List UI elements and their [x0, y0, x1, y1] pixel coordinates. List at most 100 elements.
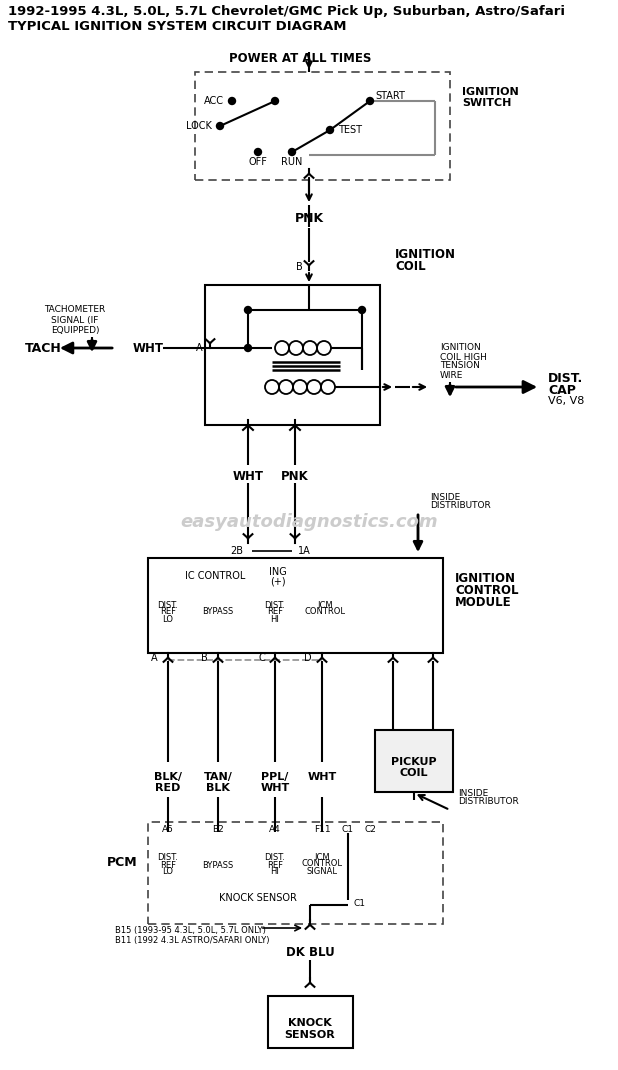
- Bar: [205, 285, 380, 425]
- Text: REF: REF: [160, 860, 176, 870]
- Circle shape: [216, 122, 224, 129]
- Text: B11 (1992 4.3L ASTRO/SAFARI ONLY): B11 (1992 4.3L ASTRO/SAFARI ONLY): [115, 936, 269, 946]
- Text: B2: B2: [212, 825, 224, 835]
- Text: DK BLU: DK BLU: [286, 946, 334, 959]
- Text: MODULE: MODULE: [455, 596, 512, 609]
- Text: DISTRIBUTOR: DISTRIBUTOR: [430, 502, 491, 510]
- Bar: [268, 996, 353, 1048]
- Text: RED: RED: [155, 783, 180, 793]
- Text: C1: C1: [342, 825, 354, 835]
- Text: DIST.: DIST.: [158, 854, 179, 862]
- Text: TAN/: TAN/: [203, 771, 232, 782]
- Bar: [375, 730, 453, 792]
- Text: ICM: ICM: [314, 853, 330, 861]
- Text: C: C: [258, 653, 265, 663]
- Text: (+): (+): [270, 577, 286, 587]
- Text: D: D: [305, 653, 312, 663]
- Text: WHT: WHT: [260, 783, 290, 793]
- Text: COIL: COIL: [395, 260, 426, 274]
- Text: TACH: TACH: [25, 341, 61, 354]
- Text: DISTRIBUTOR: DISTRIBUTOR: [458, 797, 519, 807]
- Circle shape: [255, 149, 261, 155]
- Text: IGNITION: IGNITION: [462, 87, 519, 97]
- Text: CAP: CAP: [548, 383, 576, 397]
- Text: REF: REF: [267, 608, 283, 616]
- Text: A: A: [197, 343, 203, 353]
- Text: WHT: WHT: [307, 771, 337, 782]
- Text: TEST: TEST: [338, 125, 362, 135]
- Text: OFF: OFF: [248, 157, 268, 167]
- Text: IGNITION: IGNITION: [440, 343, 481, 352]
- Circle shape: [366, 97, 373, 105]
- Text: HI: HI: [271, 614, 279, 624]
- Text: ICM: ICM: [317, 600, 333, 610]
- Text: BYPASS: BYPASS: [202, 608, 234, 616]
- Text: SWITCH: SWITCH: [462, 98, 511, 108]
- Text: HI: HI: [271, 868, 279, 876]
- Text: TACHOMETER: TACHOMETER: [44, 306, 106, 315]
- Text: RUN: RUN: [281, 157, 303, 167]
- Text: DIST.: DIST.: [548, 372, 583, 385]
- Bar: [195, 72, 450, 180]
- Text: ACC: ACC: [204, 96, 224, 106]
- Text: BLK: BLK: [206, 783, 230, 793]
- Text: SENSOR: SENSOR: [285, 1030, 336, 1040]
- Text: IGNITION: IGNITION: [455, 571, 516, 584]
- Text: V6, V8: V6, V8: [548, 396, 585, 406]
- Text: C2: C2: [364, 825, 376, 835]
- Text: PPL/: PPL/: [261, 771, 289, 782]
- Circle shape: [358, 306, 365, 314]
- Text: easyautodiagnostics.com: easyautodiagnostics.com: [180, 513, 438, 531]
- Text: INSIDE: INSIDE: [430, 492, 460, 502]
- Text: CONTROL: CONTROL: [305, 608, 345, 616]
- Bar: [148, 557, 443, 653]
- Text: B15 (1993-95 4.3L, 5.0L, 5.7L ONLY): B15 (1993-95 4.3L, 5.0L, 5.7L ONLY): [115, 926, 266, 934]
- Text: COIL: COIL: [400, 768, 428, 778]
- Text: PNK: PNK: [281, 471, 309, 484]
- Text: ING: ING: [269, 567, 287, 577]
- Text: DIST.: DIST.: [265, 600, 286, 610]
- Text: BLK/: BLK/: [154, 771, 182, 782]
- Text: TYPICAL IGNITION SYSTEM CIRCUIT DIAGRAM: TYPICAL IGNITION SYSTEM CIRCUIT DIAGRAM: [8, 20, 347, 33]
- Text: POWER AT ALL TIMES: POWER AT ALL TIMES: [229, 51, 371, 64]
- Text: EQUIPPED): EQUIPPED): [51, 325, 99, 335]
- Text: INSIDE: INSIDE: [458, 789, 488, 797]
- Text: F11: F11: [314, 825, 330, 835]
- Text: LO: LO: [163, 614, 174, 624]
- Text: A: A: [151, 653, 158, 663]
- Text: REF: REF: [267, 860, 283, 870]
- Text: A5: A5: [162, 825, 174, 835]
- Text: WHT: WHT: [232, 471, 263, 484]
- Text: IC CONTROL: IC CONTROL: [185, 571, 245, 581]
- Text: SIGNAL (IF: SIGNAL (IF: [51, 316, 99, 324]
- Circle shape: [245, 345, 252, 352]
- Text: WIRE: WIRE: [440, 370, 464, 380]
- Circle shape: [271, 97, 279, 105]
- Text: DIST.: DIST.: [158, 600, 179, 610]
- Text: CONTROL: CONTROL: [455, 583, 519, 596]
- Text: START: START: [375, 91, 405, 101]
- Text: 1A: 1A: [298, 546, 311, 556]
- Circle shape: [229, 97, 235, 105]
- Circle shape: [289, 149, 295, 155]
- Text: WHT: WHT: [132, 341, 164, 354]
- Text: LOCK: LOCK: [186, 121, 212, 131]
- Text: TENSION: TENSION: [440, 362, 480, 370]
- Text: SIGNAL: SIGNAL: [307, 867, 337, 875]
- Text: PCM: PCM: [107, 856, 137, 869]
- Text: BYPASS: BYPASS: [202, 860, 234, 870]
- Text: B: B: [296, 262, 303, 272]
- Text: LO: LO: [163, 868, 174, 876]
- Circle shape: [326, 126, 334, 134]
- Text: 1992-1995 4.3L, 5.0L, 5.7L Chevrolet/GMC Pick Up, Suburban, Astro/Safari: 1992-1995 4.3L, 5.0L, 5.7L Chevrolet/GMC…: [8, 5, 565, 18]
- Text: C1: C1: [354, 900, 366, 908]
- Text: CONTROL: CONTROL: [302, 859, 342, 869]
- Text: REF: REF: [160, 608, 176, 616]
- Text: 2B: 2B: [230, 546, 243, 556]
- Text: KNOCK SENSOR: KNOCK SENSOR: [219, 893, 297, 903]
- Circle shape: [245, 306, 252, 314]
- Text: PICKUP: PICKUP: [391, 756, 437, 767]
- Text: PNK: PNK: [294, 212, 324, 225]
- Text: IGNITION: IGNITION: [395, 248, 456, 261]
- Text: KNOCK: KNOCK: [288, 1018, 332, 1028]
